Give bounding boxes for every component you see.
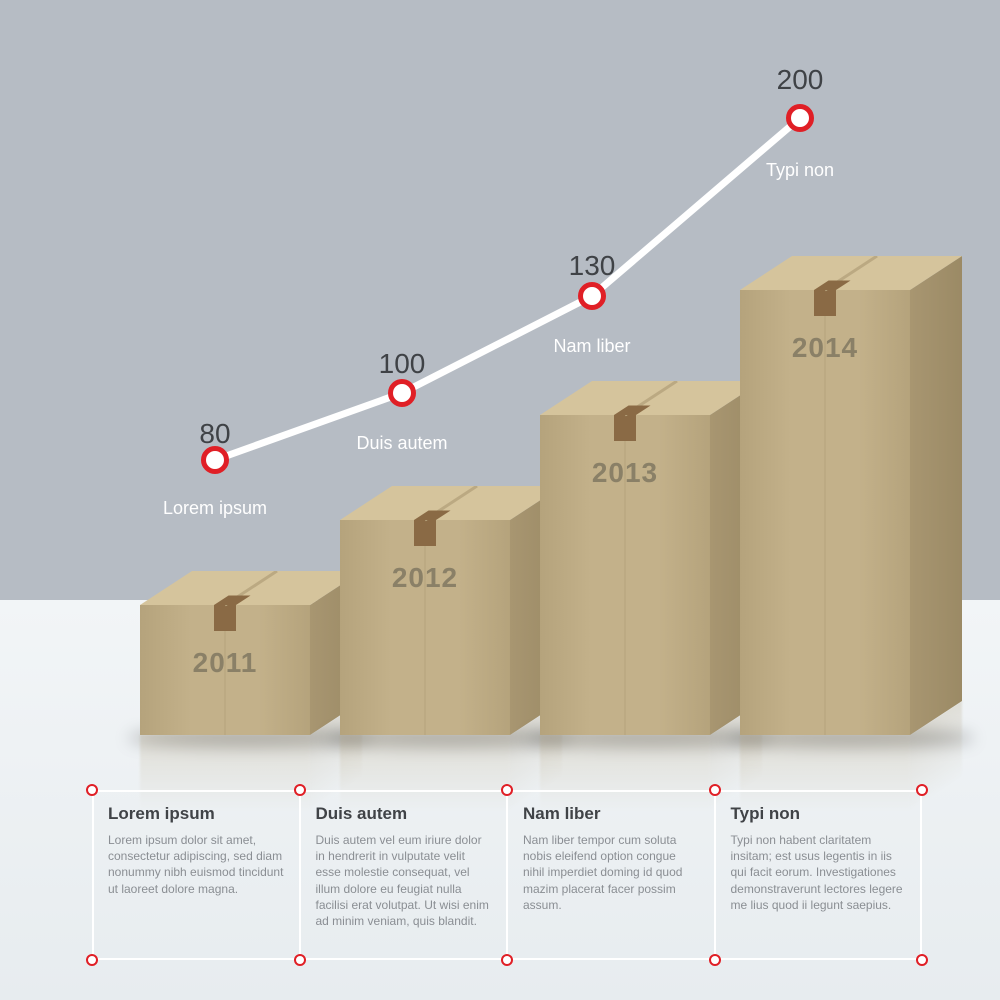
legend-title: Lorem ipsum [108, 804, 284, 824]
legend-body: Lorem ipsum dolor sit amet, consectetur … [108, 832, 284, 897]
bar-year-label: 2014 [740, 332, 910, 364]
bar-year-label: 2012 [340, 562, 510, 594]
data-point-caption: Lorem ipsum [163, 498, 267, 519]
data-point-caption: Typi non [766, 160, 834, 181]
legend-grid: Lorem ipsum Lorem ipsum dolor sit amet, c… [92, 790, 922, 960]
bar-box: 2013 [540, 415, 710, 735]
legend-body: Duis autem vel eum iriure dolor in hendr… [316, 832, 492, 929]
legend-title: Nam liber [523, 804, 699, 824]
legend-cell: Duis autem Duis autem vel eum iriure dolo… [300, 790, 508, 960]
data-point-value: 80 [199, 418, 230, 450]
legend-node-icon [294, 784, 306, 796]
legend-node-icon [86, 784, 98, 796]
legend-node-icon [86, 954, 98, 966]
legend-body: Typi non habent claritatem insitam; est … [731, 832, 907, 913]
legend-node-icon [916, 954, 928, 966]
data-point-value: 100 [379, 348, 426, 380]
data-point-marker [786, 104, 814, 132]
bar-box: 2012 [340, 520, 510, 735]
data-point-value: 130 [569, 250, 616, 282]
legend-cell: Lorem ipsum Lorem ipsum dolor sit amet, c… [92, 790, 300, 960]
bar-box: 2014 [740, 290, 910, 735]
data-point-marker [578, 282, 606, 310]
legend-body: Nam liber tempor cum soluta nobis eleife… [523, 832, 699, 913]
legend-title: Duis autem [316, 804, 492, 824]
bar-year-label: 2013 [540, 457, 710, 489]
data-point-marker [388, 379, 416, 407]
legend-node-icon [294, 954, 306, 966]
data-point-marker [201, 446, 229, 474]
data-point-value: 200 [777, 64, 824, 96]
legend-cell: Nam liber Nam liber tempor cum soluta nob… [507, 790, 715, 960]
bar-box: 2011 [140, 605, 310, 735]
legend-node-icon [916, 784, 928, 796]
legend-node-icon [709, 784, 721, 796]
legend-node-icon [501, 784, 513, 796]
bar-year-label: 2011 [140, 647, 310, 679]
legend-cell: Typi non Typi non habent claritatem insit… [715, 790, 923, 960]
infographic-canvas: 2011 2012 2013 2014 80 Lorem ipsum 100 Duis au… [0, 0, 1000, 1000]
legend-node-icon [501, 954, 513, 966]
legend-title: Typi non [731, 804, 907, 824]
legend-node-icon [709, 954, 721, 966]
data-point-caption: Nam liber [553, 336, 630, 357]
data-point-caption: Duis autem [356, 433, 447, 454]
